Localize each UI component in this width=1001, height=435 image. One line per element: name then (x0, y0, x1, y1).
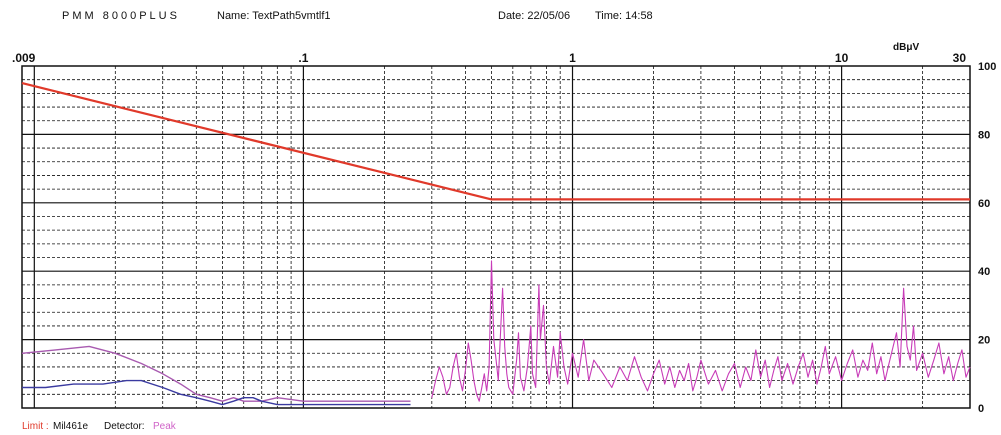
y-tick-label: 80 (978, 129, 990, 141)
y-unit-label: dBμV (893, 42, 919, 53)
limit-value: Mil461e (53, 421, 89, 432)
x-tick-label: 1 (569, 51, 576, 65)
low-frequency-trace-blue (22, 379, 411, 406)
measurement-date: Date: 22/05/06 (498, 10, 571, 22)
x-tick-label: 30 (953, 51, 967, 65)
y-tick-label: 100 (978, 61, 996, 73)
detector-value: Peak (153, 421, 176, 432)
low-frequency-trace-purple (21, 345, 411, 402)
y-tick-label: 0 (978, 403, 984, 415)
y-tick-label: 20 (978, 335, 990, 347)
x-tick-label: 10 (835, 51, 849, 65)
y-tick-label: 40 (978, 266, 990, 278)
instrument-model: PMM 8000PLUS (62, 10, 180, 22)
peak-detector-trace (431, 260, 971, 402)
file-name: Name: TextPath5vmtlf1 (217, 10, 331, 22)
x-tick-label: .1 (298, 51, 308, 65)
y-tick-label: 60 (978, 198, 990, 210)
detector-label: Detector: (104, 421, 145, 432)
limit-line (21, 82, 970, 201)
measurement-time: Time: 14:58 (595, 10, 653, 22)
limit-label: Limit : (22, 421, 49, 432)
x-tick-label: .009 (12, 51, 36, 65)
